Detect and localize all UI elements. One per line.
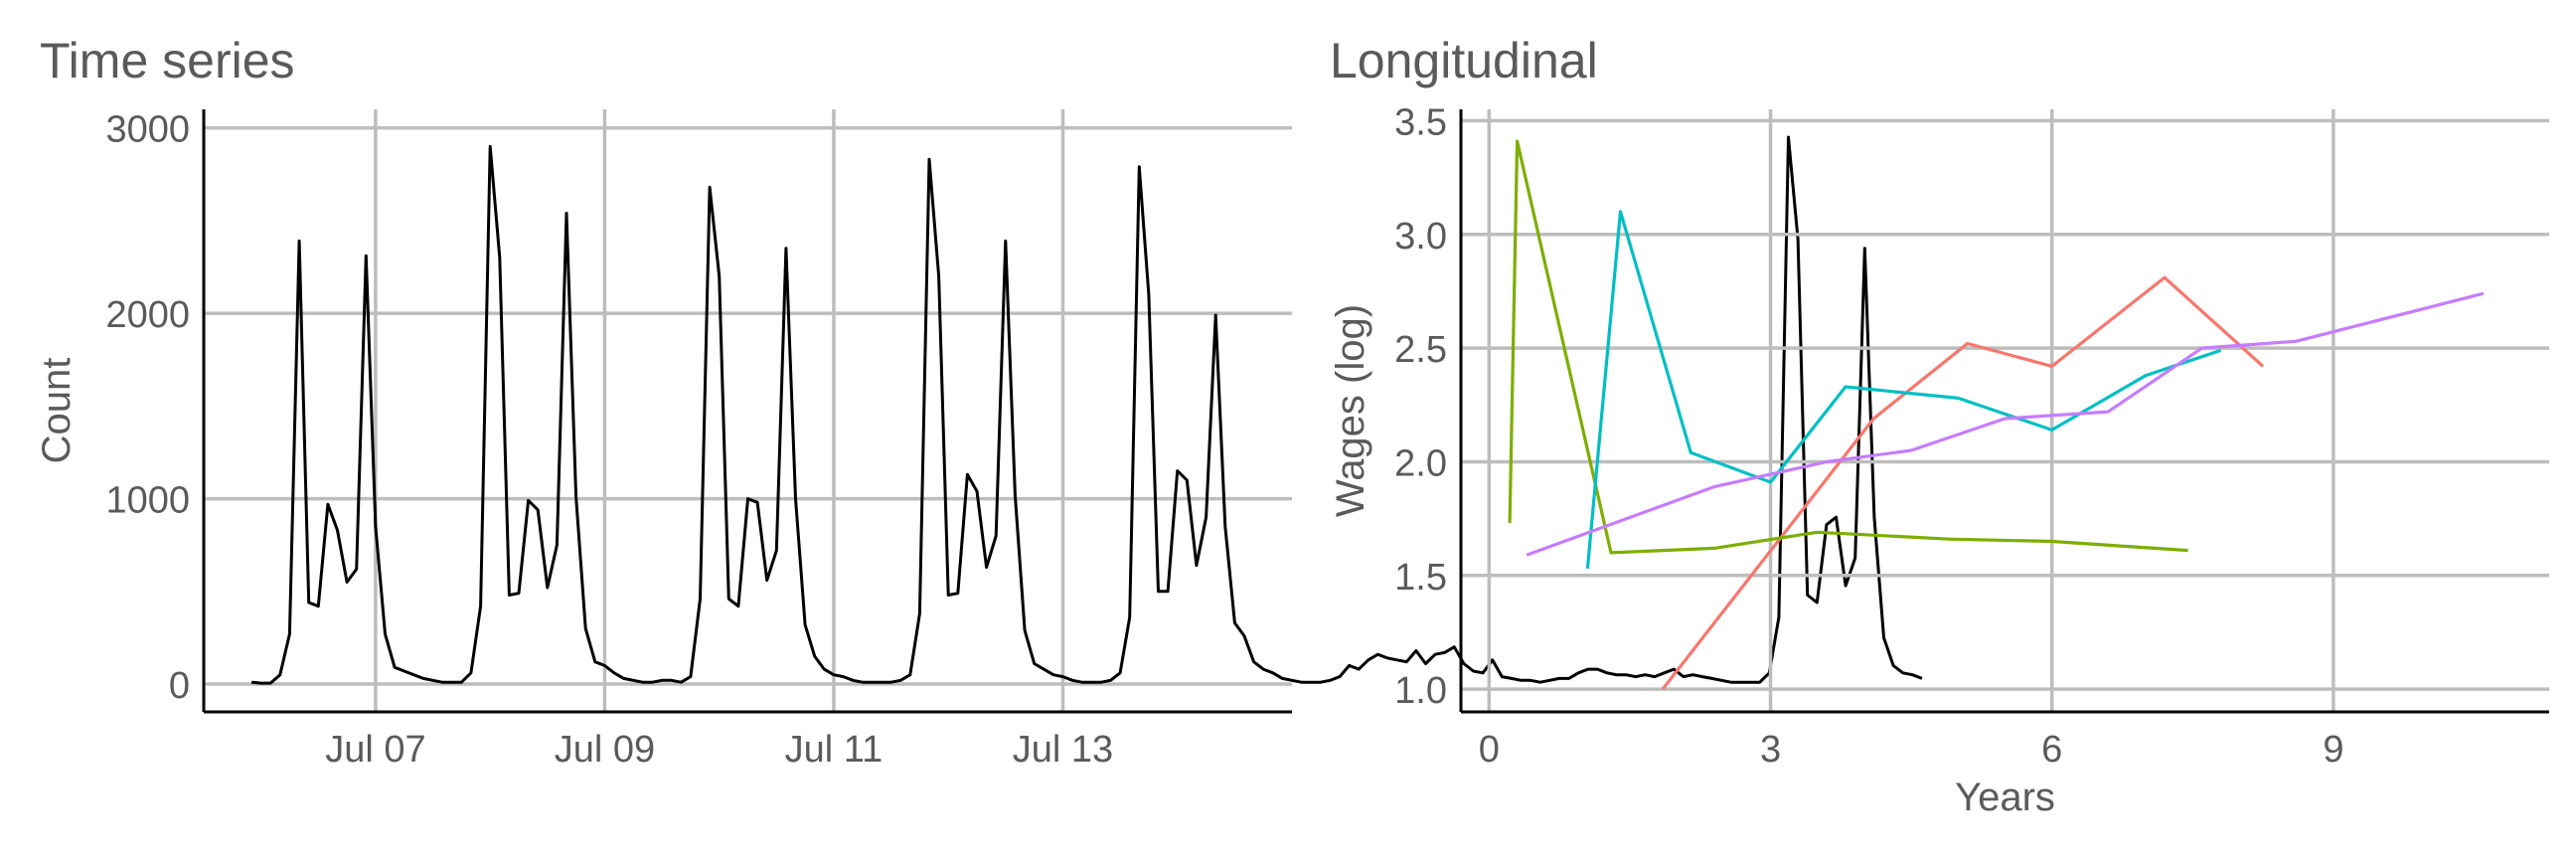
x-tick-label: 3 [1760,729,1781,771]
y-tick-label: 1.0 [1394,670,1447,712]
x-tick-label: 9 [2323,729,2343,771]
y-tick-label: 1.5 [1394,557,1447,599]
series-line-3 [1585,210,2222,570]
y-tick-label: 3000 [105,109,190,151]
x-tick-label: Jul 11 [785,729,884,771]
y-tick-label: 3.5 [1394,101,1447,143]
y-tick-label: 2.0 [1394,442,1447,484]
y-axis-label: Wages (log) [1329,304,1372,517]
x-tick-label: Jul 07 [325,729,425,771]
y-tick-label: 0 [169,665,190,707]
series-line-2 [1508,139,2188,555]
y-tick-label: 1000 [105,480,190,522]
y-tick-label: 3.0 [1394,216,1447,258]
y-tick-label: 2000 [105,294,190,336]
chart-title: Longitudinal [1330,33,1598,88]
x-tick-label: 0 [1479,729,1500,771]
series-line-1 [250,135,1923,685]
x-tick-label: Jul 13 [1013,729,1113,771]
series-line-4 [1526,291,2485,557]
chart-title: Time series [40,33,295,88]
x-tick-label: 6 [2041,729,2062,771]
series-line-1 [1661,275,2265,691]
y-tick-label: 2.5 [1394,329,1447,371]
y-axis-label: Count [35,358,79,464]
x-axis-label: Years [1955,776,2055,819]
x-tick-label: Jul 09 [555,729,655,771]
